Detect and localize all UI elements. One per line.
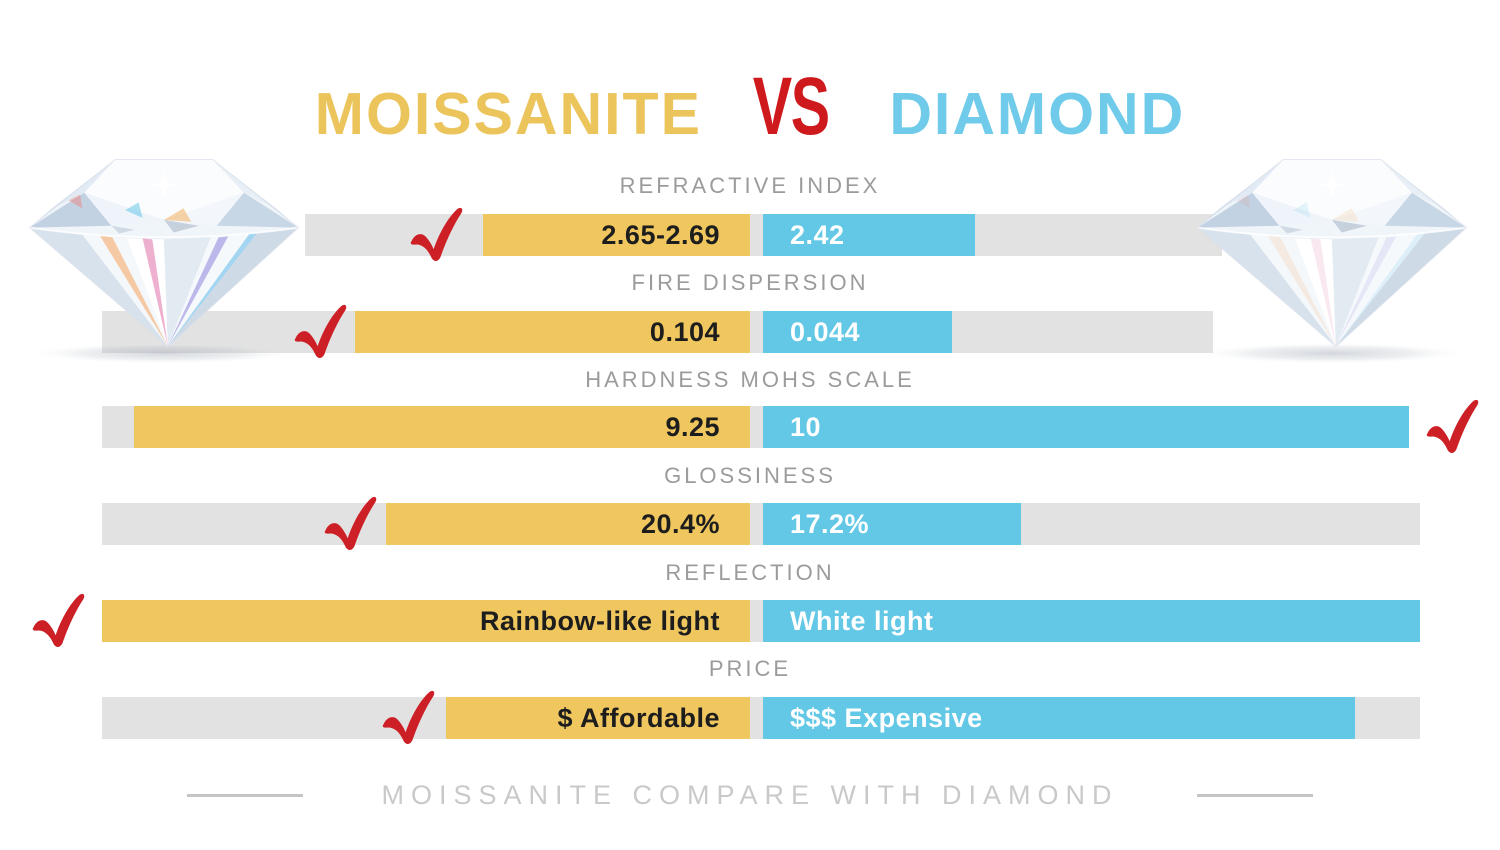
diamond-value: 2.42	[790, 219, 845, 250]
diamond-value: 0.044	[790, 316, 861, 347]
diamond-value: White light	[790, 605, 934, 636]
moissanite-gem-image	[27, 159, 301, 364]
winner-check-icon	[32, 593, 85, 647]
diamond-value: $$$ Expensive	[790, 702, 983, 733]
row-label: HARDNESS MOHS SCALE	[585, 367, 915, 392]
footer-line-right-icon	[1196, 794, 1313, 797]
winner-check-icon	[410, 207, 463, 261]
diamond-value-bar: $$$ Expensive	[763, 697, 1355, 739]
row-label: REFLECTION	[665, 560, 835, 585]
title-moissanite: MOISSANITE	[314, 81, 702, 147]
moissanite-value: Rainbow-like light	[479, 605, 720, 636]
diamond-value-bar: 2.42	[763, 214, 975, 256]
row-label: PRICE	[708, 656, 792, 681]
moissanite-value-bar: Rainbow-like light	[102, 600, 750, 642]
row-label: GLOSSINESS	[664, 463, 836, 488]
footer-caption: MOISSANITE COMPARE WITH DIAMOND	[0, 780, 1500, 811]
row-label: FIRE DISPERSION	[631, 270, 869, 295]
winner-check-icon	[382, 690, 435, 744]
title-diamond: DIAMOND	[889, 81, 1186, 147]
diamond-value-bar: 10	[763, 406, 1409, 448]
row-label: REFRACTIVE INDEX	[619, 173, 881, 198]
winner-check-icon	[324, 496, 377, 550]
diamond-value-bar: 0.044	[763, 311, 952, 353]
footer-text: MOISSANITE COMPARE WITH DIAMOND	[381, 780, 1119, 810]
moissanite-value-bar: 0.104	[355, 311, 750, 353]
diamond-value: 10	[790, 411, 822, 442]
moissanite-value: 0.104	[649, 316, 720, 347]
title-vs: VS	[752, 61, 830, 152]
moissanite-value: 2.65-2.69	[601, 219, 720, 250]
diamond-value: 17.2%	[790, 508, 870, 539]
moissanite-value-bar: 9.25	[134, 406, 750, 448]
moissanite-value: 9.25	[665, 411, 720, 442]
page-title: MOISSANITE VS DIAMOND	[0, 60, 1500, 154]
moissanite-value-bar: 2.65-2.69	[483, 214, 750, 256]
footer-line-left-icon	[187, 794, 304, 797]
diamond-value-bar: 17.2%	[763, 503, 1021, 545]
moissanite-value: $ Affordable	[557, 702, 720, 733]
moissanite-value: 20.4%	[640, 508, 720, 539]
row-track	[102, 503, 1420, 545]
diamond-gem-image	[1194, 158, 1470, 364]
moissanite-value-bar: 20.4%	[386, 503, 750, 545]
winner-check-icon	[1426, 399, 1479, 453]
diamond-value-bar: White light	[763, 600, 1420, 642]
moissanite-value-bar: $ Affordable	[446, 697, 750, 739]
winner-check-icon	[294, 304, 347, 358]
